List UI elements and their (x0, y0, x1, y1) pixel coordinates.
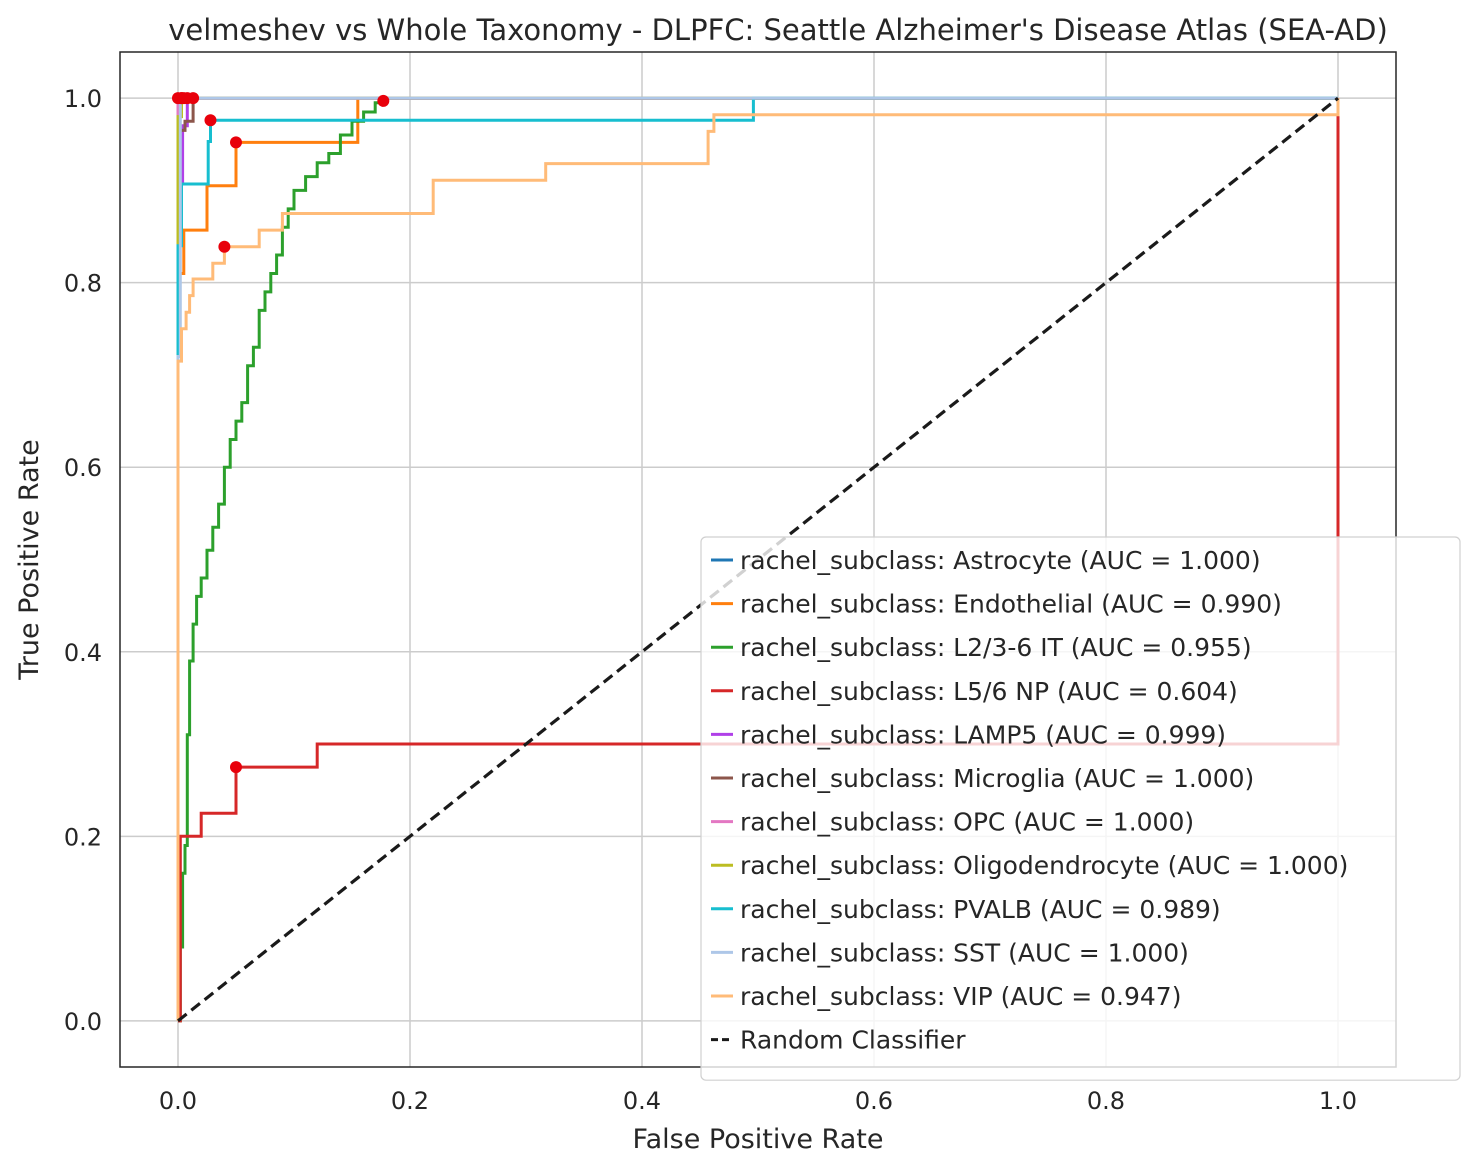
x-axis-label: False Positive Rate (633, 1124, 884, 1155)
y-tick-label: 1.0 (64, 85, 102, 113)
y-tick-label: 0.4 (64, 639, 102, 667)
legend-entry-label: rachel_subclass: SST (AUC = 1.000) (740, 938, 1189, 967)
y-axis-label: True Positive Rate (14, 439, 45, 681)
legend-entry-label: rachel_subclass: Microglia (AUC = 1.000) (740, 764, 1254, 793)
threshold-point-2 (377, 94, 390, 107)
threshold-point-3 (230, 761, 242, 774)
y-tick-label: 0.6 (64, 454, 102, 482)
x-tick-label: 0.8 (1087, 1087, 1125, 1115)
x-tick-label: 0.6 (855, 1087, 893, 1115)
legend-entry-label: rachel_subclass: VIP (AUC = 0.947) (740, 982, 1181, 1011)
series-line-1 (176, 96, 1338, 1021)
legend-entry-label: rachel_subclass: PVALB (AUC = 0.989) (740, 895, 1221, 924)
legend-box (700, 536, 1461, 1081)
series-line-2 (178, 96, 1338, 1023)
y-tick-label: 0.8 (64, 270, 102, 298)
threshold-point-9 (177, 92, 190, 105)
x-tick-label: 0.4 (623, 1087, 661, 1115)
x-tick-label: 1.0 (1319, 1087, 1357, 1115)
legend-entry-label: rachel_subclass: Astrocyte (AUC = 1.000) (740, 546, 1261, 575)
threshold-point-5 (187, 92, 200, 105)
threshold-point-10 (218, 240, 231, 253)
tick-labels: 0.0 0.2 0.4 0.6 0.8 1.0 0.0 0.2 0.4 0.6 0.8 1.0 (64, 85, 1357, 1115)
legend: rachel_subclass: Astrocyte (AUC = 1.000)… (700, 536, 1461, 1081)
legend-entry-label: rachel_subclass: Oligodendrocyte (AUC = … (740, 851, 1348, 880)
legend-entry-label: rachel_subclass: OPC (AUC = 1.000) (740, 808, 1194, 837)
threshold-points (172, 92, 390, 774)
grid (120, 52, 1396, 1067)
legend-entry-label: Random Classifier (740, 1026, 966, 1055)
threshold-point-8 (204, 114, 217, 127)
legend-entry-label: rachel_subclass: LAMP5 (AUC = 0.999) (740, 720, 1226, 749)
legend-entry-label: rachel_subclass: Endothelial (AUC = 0.99… (740, 590, 1282, 619)
legend-entry-label: rachel_subclass: L5/6 NP (AUC = 0.604) (740, 677, 1238, 706)
y-tick-label: 0.0 (64, 1008, 102, 1036)
threshold-point-1 (230, 136, 242, 149)
x-tick-label: 0.0 (159, 1087, 197, 1115)
x-tick-label: 0.2 (391, 1087, 429, 1115)
legend-entry-label: rachel_subclass: L2/3-6 IT (AUC = 0.955) (740, 633, 1252, 662)
y-tick-label: 0.2 (64, 823, 102, 851)
chart-title: velmeshev vs Whole Taxonomy - DLPFC: Sea… (168, 13, 1388, 47)
